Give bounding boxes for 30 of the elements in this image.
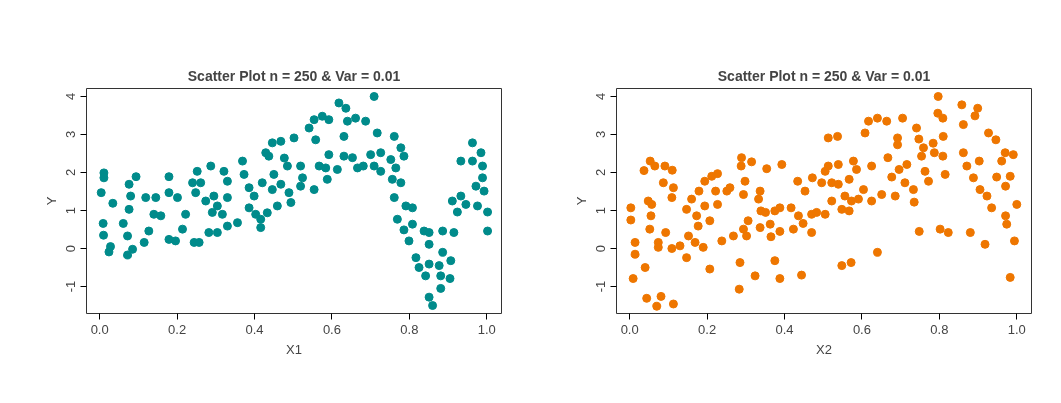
x-tick-label: 0.0 [90,321,109,337]
y-tick-label: 2 [63,168,79,177]
y-tick-label: 4 [63,92,79,101]
chart-title: Scatter Plot n = 250 & Var = 0.01 [187,67,401,84]
x-tick-label: 0.4 [245,321,264,337]
x-tick-label: 0.0 [620,321,639,337]
y-tick-label: 4 [593,92,609,101]
y-tick-label: 2 [593,168,609,177]
x-axis-title: X1 [286,341,302,357]
y-tick-label: 1 [63,206,79,215]
x-tick-label: 0.8 [400,321,419,337]
x-tick-label: 0.8 [930,321,949,337]
y-axis-title: Y [43,196,59,206]
y-axis-title: Y [573,196,589,206]
x-tick-label: 0.6 [322,321,341,337]
x-tick-label: 0.4 [775,321,794,337]
y-tick-label: 3 [63,130,79,139]
x-tick-label: 1.0 [1007,321,1026,337]
x-tick-label: 1.0 [477,321,496,337]
chart-title: Scatter Plot n = 250 & Var = 0.01 [717,67,931,84]
y-tick-label: 3 [593,130,609,139]
y-tick-label: -1 [63,280,79,293]
x-tick-label: 0.2 [168,321,187,337]
x-tick-label: 0.6 [852,321,871,337]
y-tick-label: 0 [63,244,79,253]
x-tick-label: 0.2 [698,321,717,337]
y-tick-label: 0 [593,244,609,253]
y-tick-label: -1 [593,280,609,293]
y-tick-label: 1 [593,206,609,215]
x-axis-title: X2 [816,341,832,357]
